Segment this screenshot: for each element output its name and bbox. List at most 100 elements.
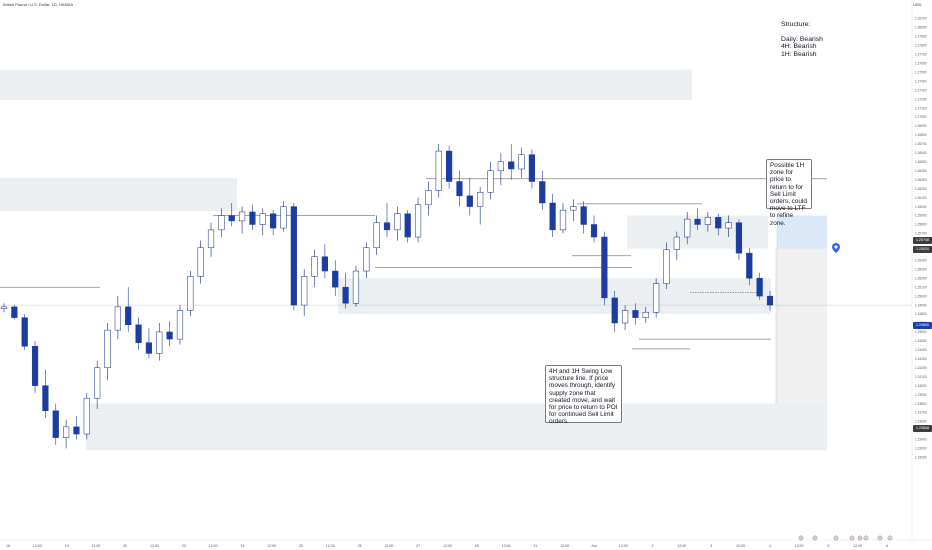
current-price-tag: 1.24840 — [913, 322, 932, 329]
candle-body — [456, 181, 463, 197]
price-tick-label: 1.24200 — [915, 366, 927, 370]
candle-body — [21, 317, 28, 347]
price-tick-label: 1.24000 — [915, 384, 927, 388]
candle-body — [42, 385, 49, 411]
candle-body — [228, 215, 235, 222]
price-tick-label: 1.27300 — [915, 88, 927, 92]
price-tick-label: 1.26600 — [915, 151, 927, 155]
time-tick-label: 12:00 — [209, 544, 218, 548]
time-tick-label: 26 — [358, 544, 362, 548]
candle — [94, 360, 101, 409]
candle — [404, 210, 411, 243]
candle — [0, 303, 8, 313]
candle-body — [528, 154, 536, 182]
candle — [497, 152, 504, 186]
swing-low-annotation[interactable]: 4H and 1H Swing Low structure line. If p… — [545, 365, 622, 425]
price-tick-label: 1.23300 — [915, 447, 927, 451]
price-tick-label: 1.26500 — [915, 160, 927, 164]
candle-body — [238, 211, 246, 222]
time-tick-label: 25 — [299, 544, 303, 548]
candle — [63, 419, 70, 449]
candle-body — [539, 181, 546, 204]
candle-body — [704, 217, 711, 225]
candle — [187, 271, 194, 316]
symbol-title: British Pound / U.S. Dollar, 1D, OANDA — [3, 2, 74, 7]
candle — [590, 215, 598, 243]
candle — [725, 215, 732, 238]
candle-body — [270, 213, 277, 229]
candle — [456, 170, 463, 207]
price-tick-label: 1.27100 — [915, 106, 927, 110]
currency-label: USD — [913, 2, 922, 7]
price-tick-label: 1.27800 — [915, 44, 927, 48]
candle-body — [756, 277, 763, 297]
price-tick-label: 1.25800 — [915, 223, 927, 227]
time-tick-label: 4 — [769, 544, 771, 548]
candle-body — [383, 222, 391, 231]
candle — [21, 314, 28, 350]
time-tick-label: 12:00 — [795, 544, 804, 548]
time-axis: 18 12:00 19 12:00 20 12:00 23 12:00 24 12:00 25 12:… — [0, 535, 932, 548]
candle-body — [0, 306, 8, 309]
candle-body — [487, 170, 494, 193]
candles — [0, 143, 774, 449]
candle — [766, 290, 774, 311]
time-tick-label: 5 — [827, 544, 829, 548]
time-tick-label: 28 — [475, 544, 479, 548]
candle-body — [135, 324, 142, 343]
candle-body — [321, 256, 328, 272]
zone-annotation[interactable]: Possible 1H zone for price to return to … — [766, 159, 812, 227]
supply-demand-zones — [0, 69, 827, 451]
price-tick-label: 1.23800 — [915, 402, 927, 406]
time-tick-label: 12:00 — [853, 544, 862, 548]
candle-body — [176, 310, 184, 340]
price-tick-label: 1.24400 — [915, 348, 927, 352]
time-tick-label: 20 — [123, 544, 127, 548]
structure-note: Structure: Daily: Bearish 4H: Bearish 1H… — [781, 21, 823, 58]
candle — [394, 206, 401, 241]
candle-body — [684, 218, 691, 238]
candle — [477, 186, 484, 225]
candle — [611, 290, 618, 332]
candle-body — [518, 154, 525, 170]
candle — [31, 340, 39, 393]
price-tick-label: 1.27500 — [915, 70, 927, 74]
candle — [249, 204, 256, 230]
candle-body — [187, 276, 194, 311]
candle-body — [145, 342, 153, 354]
time-tick-label: 12:00 — [326, 544, 335, 548]
candle — [52, 403, 59, 445]
candle — [528, 149, 536, 189]
lower-price-tag: 1.23848 — [913, 425, 932, 432]
candle — [321, 244, 328, 279]
candle-body — [694, 218, 701, 225]
candle — [746, 247, 753, 286]
candle-body — [31, 346, 39, 386]
candle — [176, 305, 184, 345]
candle-body — [404, 213, 411, 238]
price-tick-label: 1.25100 — [915, 285, 927, 289]
candle — [125, 287, 132, 332]
price-tick-label: 1.24500 — [915, 339, 927, 343]
candle — [632, 303, 639, 325]
event-icon — [887, 535, 893, 541]
candle — [311, 249, 318, 288]
time-tick-label: 31 — [533, 544, 537, 548]
candle — [197, 240, 204, 284]
candle-body — [197, 247, 204, 277]
candle-body — [425, 190, 432, 206]
price-tick-label: 1.27400 — [915, 79, 927, 83]
candle-body — [94, 367, 101, 399]
candle-body — [735, 222, 743, 254]
price-tick-label: 1.25200 — [915, 276, 927, 280]
candle — [207, 222, 215, 257]
price-tick-label: 1.26900 — [915, 124, 927, 128]
event-icon — [812, 535, 818, 541]
location-pin-icon[interactable] — [832, 243, 840, 253]
time-tick-label: 12:00 — [736, 544, 745, 548]
time-tick-label: 27 — [416, 544, 420, 548]
time-tick-label: 3 — [710, 544, 712, 548]
price-tick-label: 1.26000 — [915, 205, 927, 209]
candle-body — [746, 252, 753, 279]
